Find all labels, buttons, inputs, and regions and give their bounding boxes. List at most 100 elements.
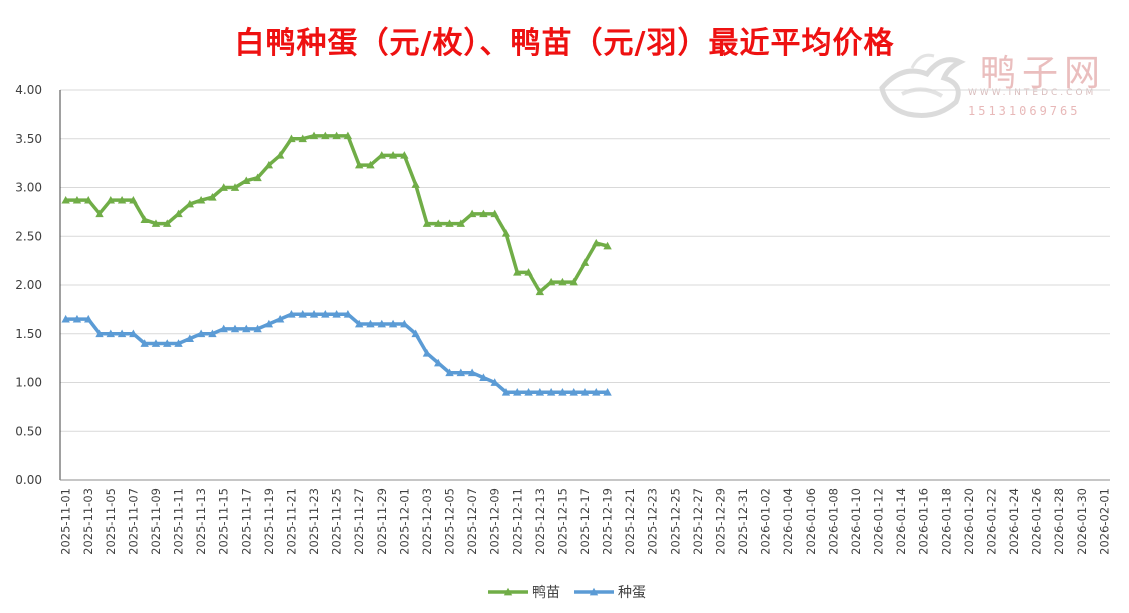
- data-point: [456, 368, 466, 377]
- data-point: [513, 388, 522, 396]
- data-point: [287, 134, 296, 143]
- data-point: [185, 199, 195, 208]
- data-point: [513, 268, 522, 276]
- x-tick-label: 2025-11-13: [194, 488, 208, 555]
- data-point: [569, 277, 578, 286]
- x-tick-label: 2025-11-09: [149, 488, 163, 555]
- x-tick-label: 2025-12-31: [736, 488, 750, 555]
- data-point: [298, 134, 307, 143]
- data-point: [332, 310, 341, 318]
- data-point: [580, 388, 590, 396]
- data-point: [151, 219, 161, 227]
- x-tick-label: 2026-01-12: [872, 488, 886, 555]
- watermark-brand: 鸭子网: [980, 53, 1107, 94]
- data-point: [603, 241, 612, 250]
- data-point: [422, 219, 432, 227]
- data-point: [434, 219, 443, 227]
- data-point: [569, 388, 578, 396]
- data-point: [61, 195, 70, 204]
- data-point: [592, 238, 601, 247]
- data-point: [163, 219, 172, 227]
- legend-label: 鸭苗: [532, 585, 560, 601]
- data-point: [422, 349, 432, 357]
- chart-title: 白鸭种蛋（元/枚）、鸭苗（元/羽）最近平均价格: [234, 26, 895, 61]
- data-point: [84, 314, 93, 323]
- data-point: [230, 183, 240, 191]
- y-tick-label: 0.00: [15, 473, 42, 487]
- data-point: [535, 388, 545, 396]
- x-tick-label: 2025-12-05: [443, 488, 457, 555]
- data-point: [72, 314, 82, 323]
- y-tick-label: 1.00: [15, 376, 42, 390]
- data-point: [84, 195, 93, 204]
- x-tick-label: 2025-12-17: [578, 488, 592, 555]
- x-tick-label: 2025-12-21: [623, 488, 637, 555]
- x-tick-label: 2025-12-03: [420, 488, 434, 555]
- data-point: [309, 310, 319, 318]
- data-point: [61, 314, 70, 323]
- series: [61, 131, 612, 396]
- data-point: [377, 151, 386, 159]
- x-tick-label: 2026-01-04: [781, 488, 795, 555]
- data-point: [264, 319, 274, 328]
- y-tick-label: 3.50: [15, 132, 42, 146]
- data-point: [242, 176, 251, 185]
- legend: 鸭苗 种蛋: [488, 585, 646, 601]
- y-tick-label: 4.00: [15, 83, 42, 97]
- x-tick-label: 2025-12-01: [397, 488, 411, 555]
- x-tick-labels: 2025-11-01 2025-11-03 2025-11-05 2025-11-07…: [59, 488, 1112, 555]
- x-tick-label: 2025-11-11: [172, 488, 186, 555]
- x-tick-label: 2025-12-11: [510, 488, 524, 555]
- x-tick-label: 2025-12-13: [533, 488, 547, 555]
- data-point: [129, 195, 138, 204]
- data-point: [196, 195, 206, 204]
- gridlines: [60, 89, 1110, 432]
- data-point: [151, 339, 161, 347]
- legend-marker: [589, 587, 599, 596]
- data-point: [524, 388, 533, 396]
- series-line: [65, 134, 609, 294]
- x-tick-label: 2026-01-30: [1075, 488, 1089, 555]
- x-tick-label: 2026-01-24: [1007, 488, 1021, 555]
- x-tick-label: 2026-01-28: [1052, 488, 1066, 555]
- data-point: [185, 334, 195, 342]
- x-tick-label: 2025-11-07: [126, 488, 140, 555]
- legend-item: 鸭苗: [488, 585, 560, 601]
- y-tick-label: 2.00: [15, 278, 42, 292]
- y-tick-labels: 0.00 0.50 1.00 1.50 2.00 2.50 3.00 3.50 4.00: [15, 83, 42, 487]
- legend-label: 种蛋: [618, 585, 646, 601]
- data-point: [558, 388, 567, 396]
- data-point: [253, 324, 262, 333]
- data-point: [434, 358, 443, 367]
- data-point: [411, 329, 420, 338]
- x-tick-label: 2025-11-01: [59, 488, 73, 555]
- x-tick-label: 2025-12-07: [465, 488, 479, 555]
- series-种蛋: [61, 310, 612, 396]
- data-point: [343, 310, 353, 318]
- axes: [59, 90, 1110, 481]
- x-tick-label: 2025-11-19: [262, 488, 276, 555]
- data-point: [388, 319, 398, 328]
- watermark: 鸭子网 WWW.INTEDC.COM 15131069765: [872, 44, 1122, 124]
- y-tick-label: 2.50: [15, 229, 42, 243]
- data-point: [400, 151, 409, 159]
- data-point: [411, 180, 420, 188]
- data-point: [208, 329, 217, 338]
- x-tick-label: 2025-11-21: [284, 488, 298, 555]
- x-tick-label: 2025-11-17: [239, 488, 253, 555]
- data-point: [275, 151, 285, 159]
- watermark-site: WWW.INTEDC.COM: [968, 88, 1097, 98]
- data-point: [163, 339, 172, 347]
- x-tick-label: 2026-02-01: [1097, 488, 1111, 555]
- x-tick-label: 2025-12-25: [668, 488, 682, 555]
- x-tick-label: 2026-01-26: [1030, 488, 1044, 555]
- data-point: [230, 324, 240, 333]
- data-point: [354, 319, 364, 328]
- legend-marker: [503, 587, 513, 596]
- data-point: [467, 209, 477, 218]
- data-point: [309, 131, 319, 140]
- data-point: [388, 151, 398, 159]
- data-point: [535, 287, 545, 296]
- x-tick-label: 2025-11-25: [330, 488, 344, 555]
